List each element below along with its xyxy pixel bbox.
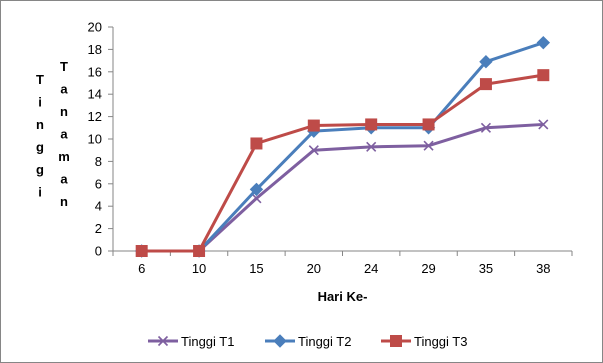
y-axis-label-letter: i [38, 185, 42, 200]
y-tick-label: 16 [88, 64, 102, 79]
y-tick-label: 6 [95, 176, 102, 191]
data-point [365, 118, 378, 131]
y-axis-label-letter: g [36, 162, 44, 177]
y-axis-label-letter: m [58, 149, 70, 164]
y-axis-label-letter: a [60, 82, 68, 97]
data-point [251, 193, 262, 204]
axes [108, 26, 573, 256]
legend-marker [273, 334, 287, 348]
y-axis-label-letter: T [36, 72, 44, 87]
x-tick-label: 20 [307, 261, 321, 276]
data-point [193, 245, 206, 257]
y-tick-label: 2 [95, 221, 102, 236]
legend-marker [157, 335, 169, 347]
data-point [422, 118, 435, 131]
legend: Tinggi T1 Tinggi T2 Tinggi T3 [148, 334, 467, 349]
series-tinggi-t1 [136, 119, 549, 257]
data-point [479, 55, 493, 69]
data-point [135, 245, 148, 257]
data-point [536, 35, 551, 50]
legend-label: Tinggi T2 [298, 334, 351, 349]
x-tick-label: 24 [364, 261, 378, 276]
y-tick-labels: 0 2 4 6 8 10 12 14 16 18 20 [88, 20, 102, 259]
y-axis-label-letter: a [60, 172, 68, 187]
y-axis-label-letter: a [60, 127, 68, 142]
data-point [480, 122, 492, 133]
series-line [141, 122, 544, 253]
legend-label: Tinggi T1 [181, 334, 234, 349]
legend-item: Tinggi T3 [381, 334, 467, 349]
series-tinggi-t2 [134, 35, 551, 258]
x-tick-labels: 6 10 15 20 24 29 35 38 [138, 261, 550, 276]
series-line [141, 41, 544, 253]
y-axis-label-letter: i [38, 95, 42, 110]
series-tinggi-t3 [135, 69, 550, 257]
x-axis-label: Hari Ke- [318, 289, 368, 304]
y-axis-label-letter: T [60, 59, 68, 74]
data-point [479, 78, 492, 91]
legend-label: Tinggi T3 [414, 334, 467, 349]
data-point [537, 69, 550, 82]
x-tick-label: 10 [192, 261, 206, 276]
y-tick-label: 4 [95, 199, 102, 214]
y-tick-label: 14 [88, 87, 102, 102]
data-point [249, 182, 264, 197]
x-tick-label: 35 [479, 261, 493, 276]
x-tick-label: 38 [536, 261, 550, 276]
y-tick-label: 8 [95, 154, 102, 169]
y-axis-label-letter: n [36, 117, 44, 132]
y-axis-label-letter: g [36, 140, 44, 155]
legend-item: Tinggi T2 [265, 334, 351, 349]
x-tick-label: 6 [138, 261, 145, 276]
y-tick-label: 20 [88, 20, 102, 35]
data-point [307, 119, 320, 132]
legend-marker [390, 335, 402, 347]
y-axis-label-letter: n [60, 194, 68, 209]
legend-item: Tinggi T1 [148, 334, 234, 349]
data-point [423, 140, 434, 151]
series-lines [134, 35, 551, 258]
x-tick-label: 29 [421, 261, 435, 276]
y-tick-label: 18 [88, 42, 102, 57]
data-point [538, 119, 549, 130]
y-tick-label: 10 [88, 132, 102, 147]
x-tick-label: 15 [249, 261, 263, 276]
data-point [250, 137, 263, 150]
y-tick-label: 0 [95, 244, 102, 259]
y-tick-label: 12 [88, 109, 102, 124]
data-point [366, 141, 377, 152]
series-line [141, 73, 544, 253]
data-point [308, 145, 319, 156]
y-axis-label-letter: n [60, 104, 68, 119]
